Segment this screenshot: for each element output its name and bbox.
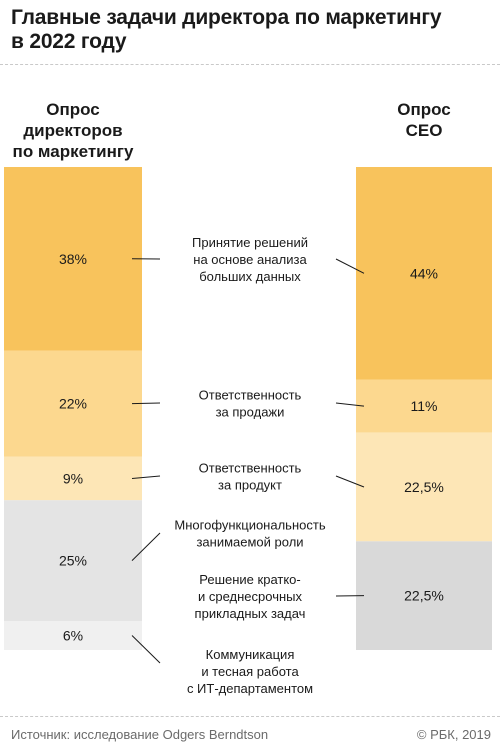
bottom-divider	[0, 716, 500, 717]
value-label-s1-2: 22,5%	[404, 479, 444, 495]
value-label-s0-4: 6%	[63, 628, 83, 644]
left-header-line-3: по маркетингу	[12, 142, 134, 161]
bar-segment-s1-0	[356, 167, 492, 380]
category-label-5-line-1: и тесная работа	[201, 664, 299, 679]
right-header-line-2: CEO	[405, 121, 443, 140]
value-label-s0-1: 22%	[59, 396, 87, 412]
value-label-s1-3: 22,5%	[404, 588, 444, 604]
top-divider	[0, 64, 500, 65]
bar-segment-s0-1	[4, 350, 142, 457]
value-label-s0-0: 38%	[59, 251, 87, 267]
category-label-2-line-0: Ответственность	[199, 461, 302, 476]
category-label-5-line-2: с ИТ-департаментом	[187, 681, 313, 696]
bar-segment-s0-0	[4, 167, 142, 351]
bar-segment-s1-2	[356, 432, 492, 542]
category-label-0-line-2: больших данных	[199, 269, 301, 284]
category-label-2-line-1: за продукт	[218, 478, 282, 493]
category-label-4-line-0: Решение кратко-	[199, 572, 300, 587]
bar-segment-s1-1	[356, 379, 492, 433]
leader-line-left-2	[131, 475, 161, 480]
category-label-1-line-0: Ответственность	[199, 388, 302, 403]
category-label-1-line-1: за продажи	[216, 405, 285, 420]
category-label-0-line-1: на основе анализа	[193, 252, 307, 267]
left-header-line-2: директоров	[23, 121, 123, 140]
value-label-s0-2: 9%	[63, 471, 83, 487]
leader-line-right-1	[335, 402, 365, 407]
left-header-line-1: Опрос	[46, 100, 100, 119]
left-column-header: Опрос директоров по маркетингу	[4, 99, 142, 162]
right-column-header: Опрос CEO	[356, 99, 492, 141]
bar-segment-s1-3	[356, 541, 492, 650]
category-label-3-line-1: занимаемой роли	[196, 535, 303, 550]
value-label-s1-1: 11%	[411, 398, 438, 414]
copyright: © РБК, 2019	[416, 727, 491, 742]
bar-segment-s0-3	[4, 500, 142, 622]
chart-title-line-1: Главные задачи директора по маркетингу	[11, 6, 442, 29]
leader-line-right-2	[335, 475, 365, 488]
value-label-s0-3: 25%	[59, 553, 87, 569]
category-label-5-line-0: Коммуникация	[206, 647, 295, 662]
category-label-3-line-0: Многофункциональность	[174, 518, 325, 533]
bar-segment-s0-4	[4, 621, 142, 650]
leader-line-left-1	[131, 402, 161, 405]
value-label-s1-0: 44%	[410, 265, 438, 281]
category-label-4-line-1: и среднесрочных	[198, 589, 303, 604]
leader-line-left-5	[131, 635, 161, 664]
category-label-4-line-2: прикладных задач	[195, 606, 306, 621]
category-label-0-line-0: Принятие решений	[192, 235, 308, 250]
leader-line-left-3	[131, 532, 161, 562]
right-header-line-1: Опрос	[397, 100, 451, 119]
source-note: Источник: исследование Odgers Berndtson	[11, 727, 269, 742]
chart-title-line-2: в 2022 году	[11, 30, 127, 53]
chart-title: Главные задачи директора по маркетингу в…	[11, 6, 491, 54]
bar-segment-s0-2	[4, 456, 142, 501]
leader-line-right-0	[335, 258, 365, 274]
footer: Источник: исследование Odgers Berndtson …	[11, 727, 491, 742]
